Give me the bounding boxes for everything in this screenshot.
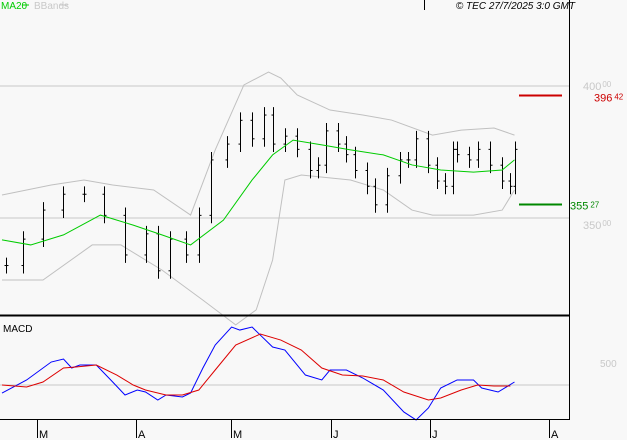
- price-tick-decimals: 00: [602, 80, 611, 89]
- month-label: M: [233, 429, 242, 440]
- bbands-legend: BBands: [34, 1, 69, 12]
- price-tick-decimals: 00: [602, 219, 611, 228]
- price-tick-label: 40000: [583, 80, 612, 93]
- bb-upper-line: [1, 71, 515, 216]
- resistance-level-label: 396 42: [594, 93, 624, 105]
- month-label: J: [333, 429, 339, 440]
- signal-line: [1, 333, 511, 401]
- month-label: M: [39, 429, 48, 440]
- copyright: © TEC 27/7/2025 3:0 GMT: [456, 1, 576, 12]
- month-label: A: [138, 429, 146, 440]
- month-label: J: [432, 429, 438, 440]
- price-tick-label: 35000: [583, 219, 612, 232]
- support-level-label: 355 27: [570, 201, 600, 213]
- macd-tick-label: 500: [600, 359, 617, 370]
- ma20-line: [1, 139, 515, 246]
- bb-lower-line: [2, 174, 515, 326]
- resistance-level-label-decimals: 42: [614, 93, 623, 102]
- macd-label: MACD: [3, 324, 32, 335]
- month-label: A: [551, 429, 559, 440]
- ma20-legend: MA20: [1, 1, 28, 12]
- macd-line: [1, 326, 515, 421]
- support-level-label-decimals: 27: [590, 201, 599, 210]
